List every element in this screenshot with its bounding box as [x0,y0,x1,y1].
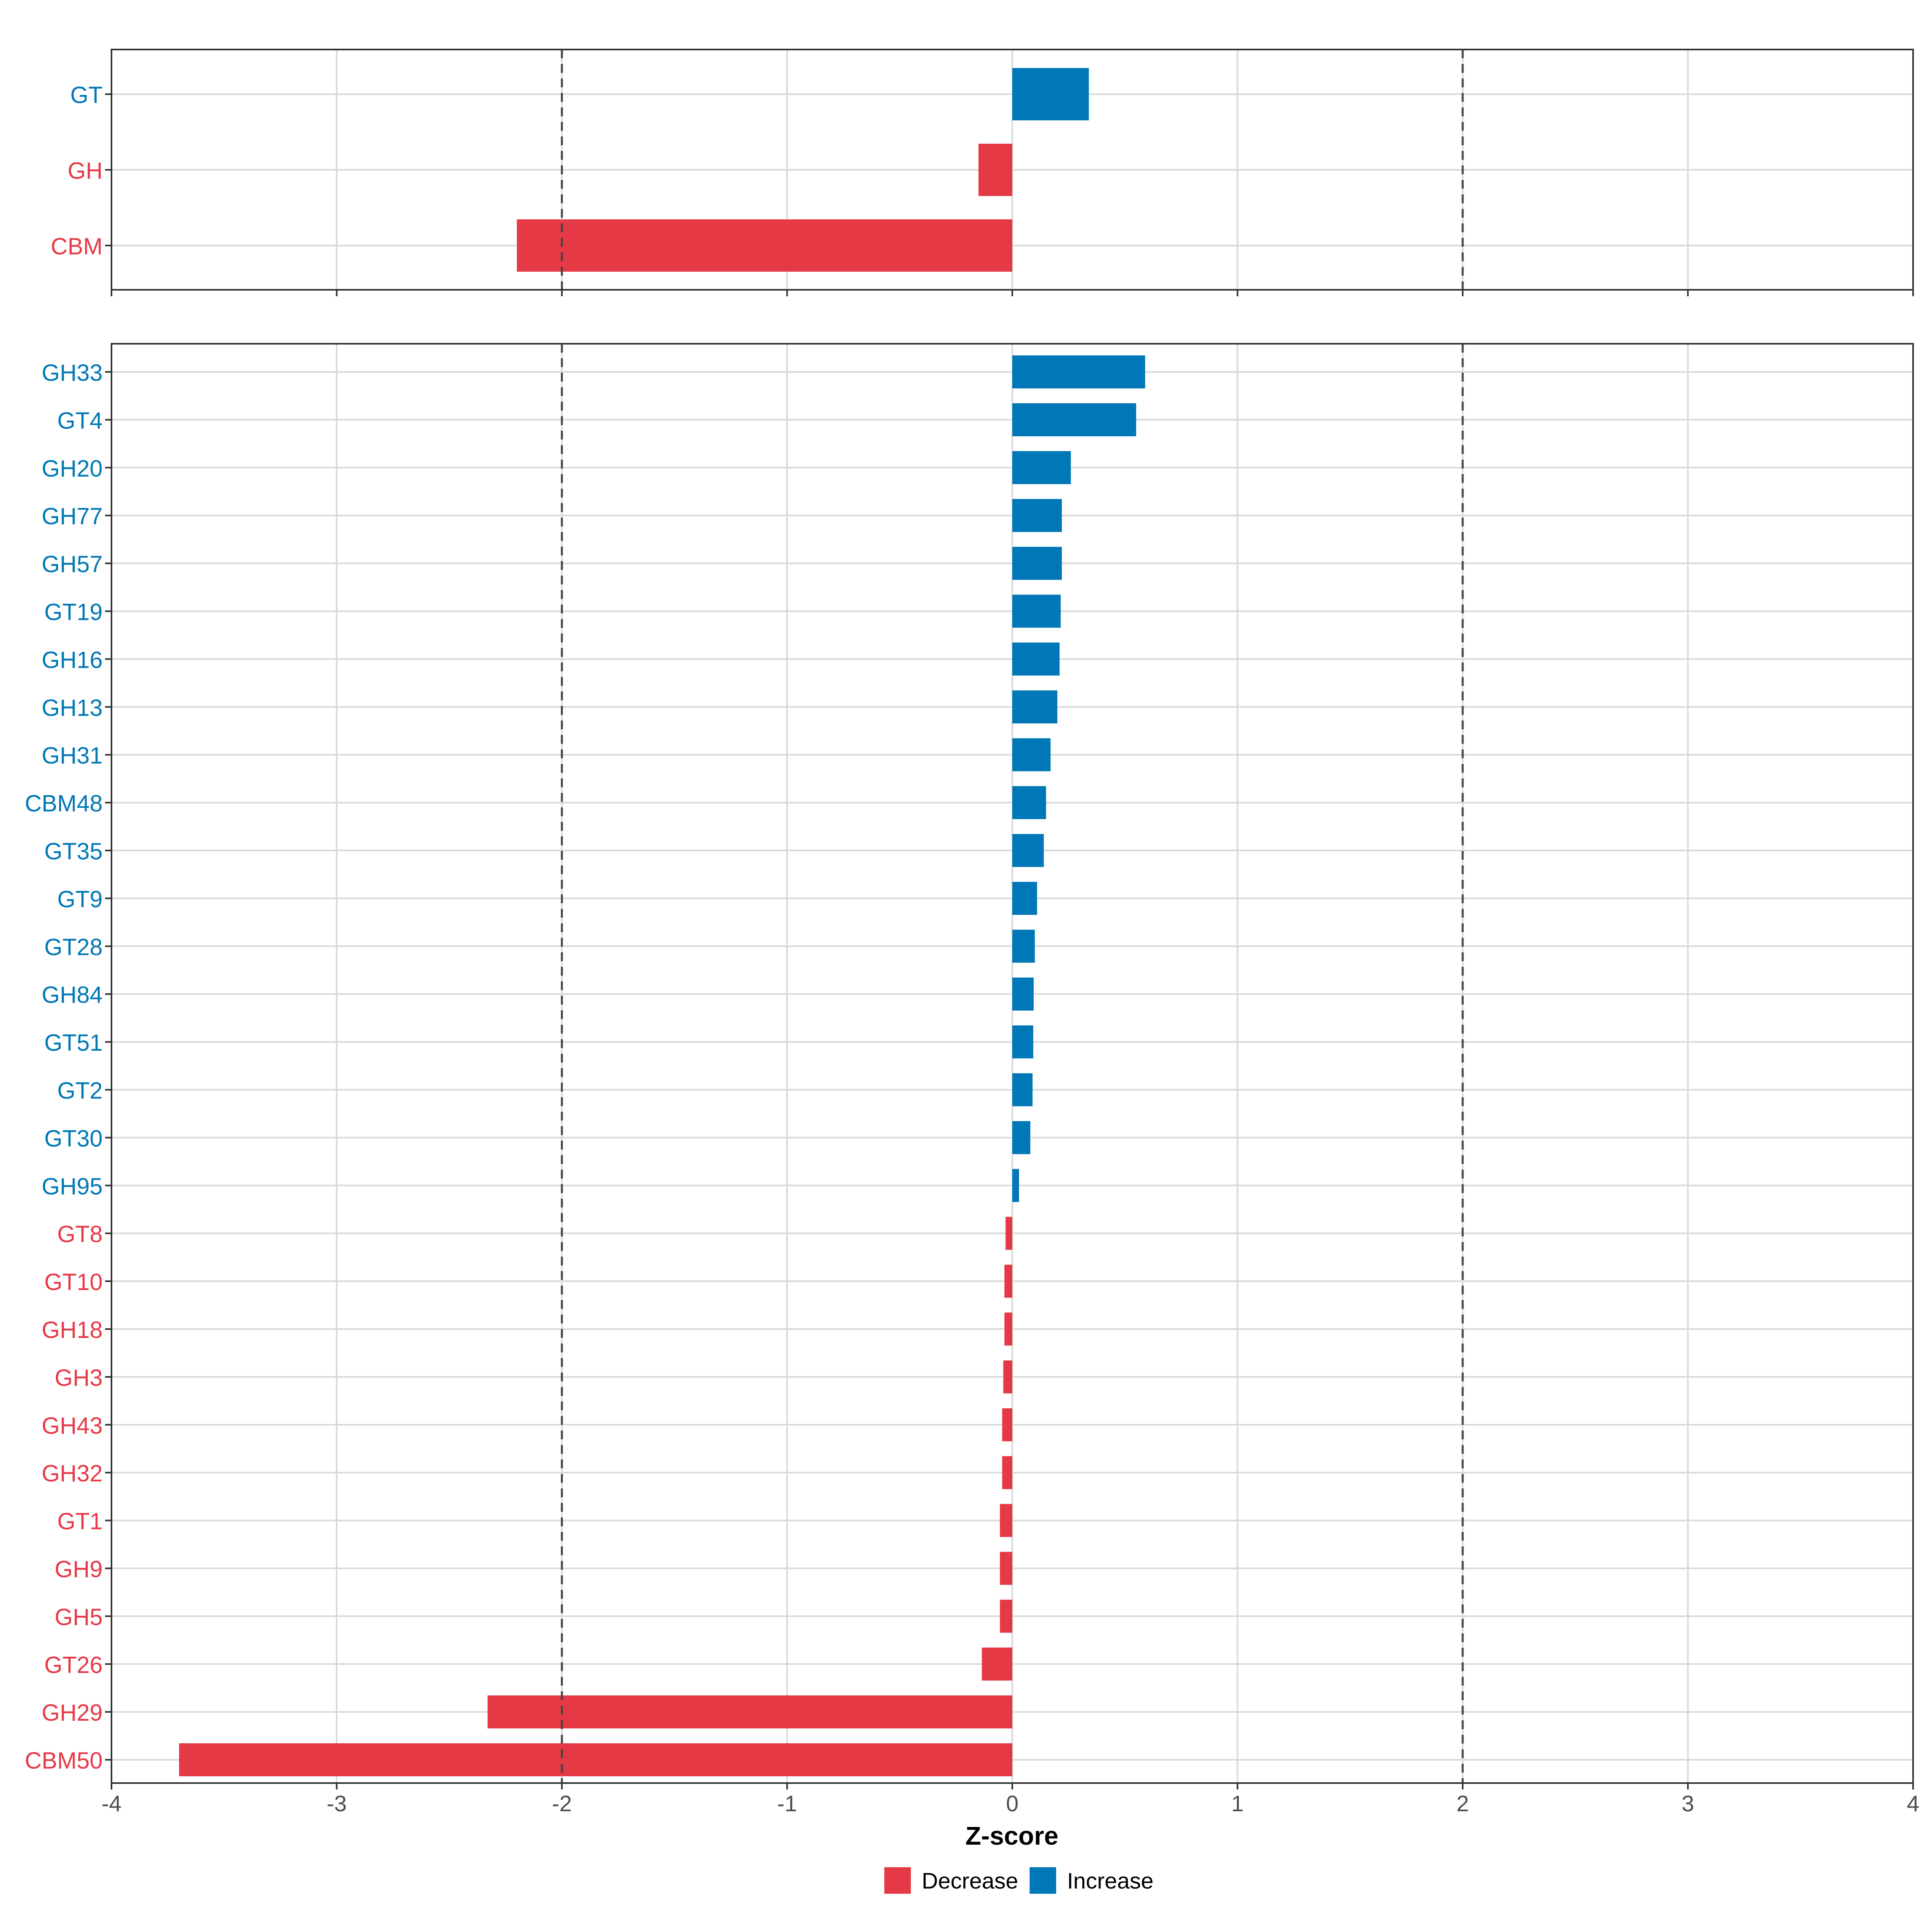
legend-key-increase [1030,1867,1056,1894]
y-tick-label: GT28 [44,934,103,960]
bar-gh5 [1000,1600,1012,1633]
x-tick-label: 3 [1682,1791,1694,1816]
y-tick-label: GH33 [41,360,103,386]
bar-gh16 [1012,642,1060,676]
bar-gt28 [1012,929,1035,963]
bar-cbm [517,219,1012,272]
bar-gh77 [1012,499,1062,532]
bar-gh43 [1002,1408,1012,1441]
bar-gh3 [1003,1360,1012,1393]
bar-gh [978,144,1012,196]
bar-gh18 [1004,1313,1012,1346]
y-tick-label: GT1 [57,1509,103,1535]
bar-gt30 [1012,1121,1030,1154]
bar-gh20 [1012,451,1071,484]
y-tick-label: GH13 [41,695,103,721]
bar-gh31 [1012,738,1051,772]
y-tick-label: GH43 [41,1413,103,1439]
y-tick-label: GT4 [57,408,103,434]
x-tick-label: 2 [1456,1791,1469,1816]
bar-gh32 [1002,1456,1012,1489]
y-tick-label: GH77 [41,504,103,530]
legend-label-increase: Increase [1067,1868,1154,1893]
bar-gh84 [1012,977,1034,1011]
y-tick-label: GH18 [41,1317,103,1343]
bar-gt [1012,68,1089,120]
y-tick-label: GH29 [41,1700,103,1726]
bar-gt10 [1004,1265,1012,1298]
bar-gt1 [1000,1504,1012,1537]
bar-gh95 [1012,1169,1019,1202]
x-axis-title: Z-score [965,1821,1058,1850]
panel-family: GH33GT4GH20GH77GH57GT19GH16GH13GH31CBM48… [25,343,1920,1816]
y-tick-label: GT19 [44,599,103,625]
y-tick-label: GT35 [44,838,103,865]
bar-gt4 [1012,403,1136,436]
bar-gh9 [1000,1552,1012,1585]
bar-cbm50 [179,1743,1012,1777]
bar-cbm48 [1012,786,1046,819]
y-tick-label: GH95 [41,1173,103,1199]
x-tick-label: 4 [1907,1791,1919,1816]
y-tick-label: GH20 [41,456,103,482]
legend-label-decrease: Decrease [922,1868,1018,1893]
y-tick-label: GH57 [41,551,103,578]
y-tick-label: GH [68,158,103,184]
y-tick-label: GH9 [55,1556,103,1583]
y-tick-label: CBM50 [25,1748,103,1774]
y-tick-label: GT9 [57,886,103,912]
bar-gt8 [1005,1217,1012,1250]
bar-gh57 [1012,547,1062,580]
y-tick-label: GH32 [41,1461,103,1487]
bar-gt35 [1012,834,1044,867]
x-tick-label: 1 [1231,1791,1244,1816]
x-tick-label: -2 [552,1791,572,1816]
bar-gt51 [1012,1025,1034,1059]
x-axis-title-group: Z-score [965,1821,1058,1850]
legend-key-decrease [884,1867,911,1894]
x-tick-label: 0 [1006,1791,1018,1816]
y-tick-label: GT [70,82,103,108]
y-tick-label: GT8 [57,1221,103,1247]
x-tick-label: -1 [777,1791,797,1816]
y-tick-label: CBM [51,233,103,260]
bar-gh13 [1012,690,1057,724]
x-tick-label: -3 [327,1791,347,1816]
y-tick-label: GT2 [57,1078,103,1104]
y-tick-label: GT30 [44,1125,103,1152]
y-tick-label: GT26 [44,1652,103,1678]
bar-gt2 [1012,1073,1033,1106]
y-tick-label: GH16 [41,647,103,673]
bar-gt19 [1012,594,1061,628]
y-tick-label: GH3 [55,1365,103,1391]
y-tick-label: CBM48 [25,791,103,817]
bar-gh33 [1012,355,1146,388]
y-tick-label: GH5 [55,1604,103,1630]
bar-gt26 [982,1647,1012,1681]
y-tick-label: GT10 [44,1269,103,1295]
x-tick-label: -4 [101,1791,122,1816]
legend: Decrease Increase [884,1867,1154,1894]
bar-gt9 [1012,881,1037,915]
bar-gh29 [487,1695,1012,1729]
y-tick-label: GH31 [41,743,103,769]
y-tick-label: GT51 [44,1030,103,1056]
y-tick-label: GH84 [41,982,103,1008]
panel-category: GT GH CBM [51,49,1914,296]
